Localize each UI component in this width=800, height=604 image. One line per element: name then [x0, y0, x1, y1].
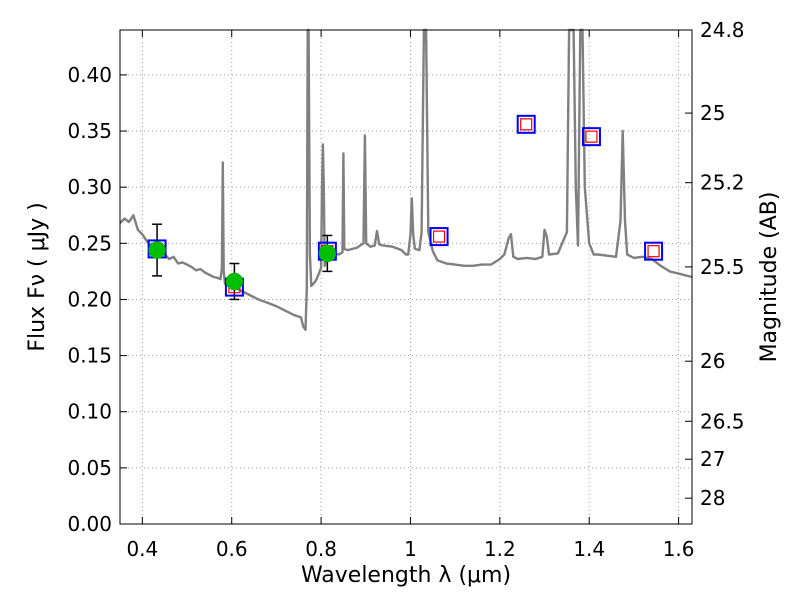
model-photometry-square-inner [647, 245, 660, 258]
y-tick-label: 0.35 [67, 119, 112, 143]
y-tick-label: 0.15 [67, 344, 112, 368]
model-photometry-square [429, 227, 449, 247]
x-tick-label: 1.4 [573, 537, 605, 561]
grid-layer [120, 30, 692, 524]
observed-flux-point [318, 244, 337, 263]
y-tick-label: 0.30 [67, 175, 112, 199]
tick-layer: 0.4 0.6 0.8 1 1.2 1.4 1.6 0.00 0.05 0.10 0.15 0.20 0… [67, 18, 744, 561]
y-tick-label: 0.10 [67, 400, 112, 424]
model-photometry-square-inner [585, 130, 598, 143]
model-spectrum-line [119, 28, 693, 331]
right-tick-label: 27 [700, 447, 725, 471]
model-photometry-square [581, 127, 601, 147]
y-tick-label: 0.20 [67, 287, 112, 311]
right-tick-label: 25 [700, 101, 725, 125]
model-photometry-square-inner [432, 230, 446, 243]
y-tick-label: 0.25 [67, 231, 112, 255]
right-tick-label: 25.2 [700, 171, 745, 195]
y-axis-label: Flux Fν ( μJy ) [25, 202, 50, 351]
plot-frame [119, 29, 693, 525]
x-tick-label: 0.8 [305, 537, 337, 561]
y-tick-label: 0.05 [67, 456, 112, 480]
right-tick-label: 28 [700, 486, 725, 510]
right-axis-label: Magnitude (AB) [757, 192, 782, 363]
y-tick-label: 0.00 [67, 512, 112, 536]
x-tick-label: 1.6 [663, 537, 695, 561]
right-tick-label: 25.5 [700, 255, 745, 279]
x-tick-label: 1 [404, 537, 417, 561]
right-tick-label: 24.8 [700, 18, 745, 42]
x-tick-label: 0.4 [126, 537, 158, 561]
observed-flux-point [148, 241, 166, 259]
marker-layer [147, 114, 664, 301]
right-tick-label: 26.5 [700, 409, 745, 433]
y-tick-label: 0.40 [67, 63, 112, 87]
observed-flux-point [225, 272, 244, 291]
spectrum-layer [119, 28, 693, 331]
model-photometry-square [516, 114, 536, 134]
x-tick-label: 0.6 [216, 537, 248, 561]
x-tick-label: 1.2 [484, 537, 516, 561]
x-axis-label: Wavelength λ (μm) [301, 563, 511, 588]
right-tick-label: 26 [700, 349, 725, 373]
model-photometry-square [644, 241, 664, 261]
model-photometry-square-inner [520, 118, 533, 131]
